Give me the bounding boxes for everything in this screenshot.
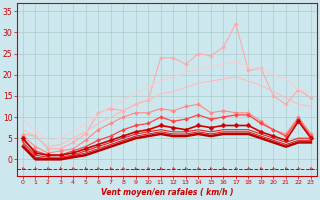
X-axis label: Vent moyen/en rafales ( km/h ): Vent moyen/en rafales ( km/h ) xyxy=(101,188,233,197)
